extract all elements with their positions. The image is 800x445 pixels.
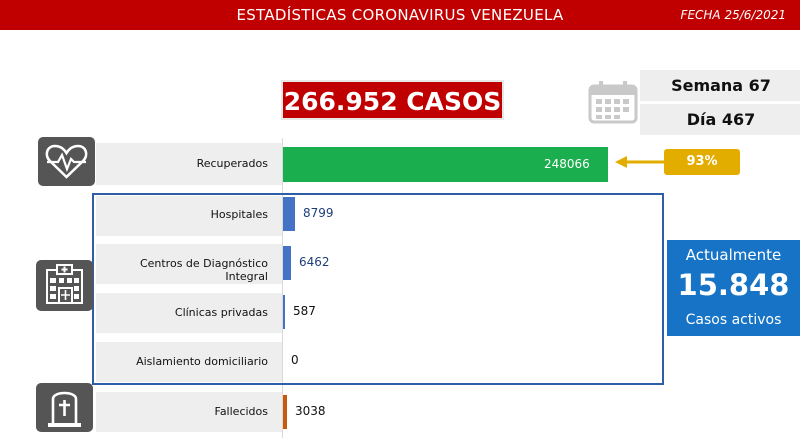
header-bar — [0, 0, 800, 30]
heartbeat-icon — [45, 144, 88, 179]
calendar-icon — [588, 81, 638, 124]
label-home: Aislamiento domiciliario — [136, 355, 268, 368]
hospital-icon — [46, 264, 83, 304]
value-hospitals: 8799 — [303, 206, 334, 220]
bar-private — [283, 295, 285, 329]
label-cdi: Centros de Diagnóstico Integral — [139, 257, 268, 283]
row-bg-deceased — [96, 392, 282, 432]
value-home: 0 — [291, 353, 299, 367]
row-bg-recovered — [96, 143, 282, 185]
total-cases-badge: 266.952 CASOS — [281, 80, 504, 120]
value-recovered: 248066 — [544, 156, 590, 171]
active-cases-value: 15.848 — [677, 268, 790, 302]
report-date: FECHA 25/6/2021 — [680, 8, 786, 22]
value-deceased: 3038 — [295, 404, 326, 418]
label-hospitals: Hospitales — [210, 208, 268, 221]
hospital-icon-tile — [36, 260, 93, 311]
row-bg-cdi — [96, 244, 282, 284]
bar-cdi — [283, 246, 291, 280]
label-private: Clínicas privadas — [174, 306, 268, 319]
row-bg-hospitals — [96, 196, 282, 236]
heartbeat-icon-tile — [38, 137, 95, 186]
day-counter: Día 467 — [640, 104, 800, 135]
label-recovered: Recuperados — [196, 157, 268, 170]
row-bg-private — [96, 293, 282, 333]
active-cases-panel: Actualmente 15.848 Casos activos — [667, 240, 800, 336]
row-bg-home — [96, 342, 282, 382]
active-cases-label: Casos activos — [685, 312, 782, 328]
value-private: 587 — [293, 304, 316, 318]
tombstone-icon — [48, 391, 81, 427]
label-deceased: Fallecidos — [214, 405, 269, 418]
active-cases-caption: Actualmente — [685, 246, 782, 264]
bar-recovered — [283, 147, 608, 182]
bar-hospitals — [283, 197, 295, 231]
axis-line — [282, 138, 283, 438]
arrow-left-icon — [615, 156, 667, 168]
page-title: ESTADÍSTICAS CORONAVIRUS VENEZUELA — [236, 6, 564, 24]
bar-deceased — [283, 395, 287, 429]
recovered-percent-badge: 93% — [664, 149, 740, 175]
hospitalized-group-outline — [92, 193, 664, 385]
week-counter: Semana 67 — [640, 70, 800, 101]
value-cdi: 6462 — [299, 255, 330, 269]
tombstone-icon-tile — [36, 383, 93, 432]
